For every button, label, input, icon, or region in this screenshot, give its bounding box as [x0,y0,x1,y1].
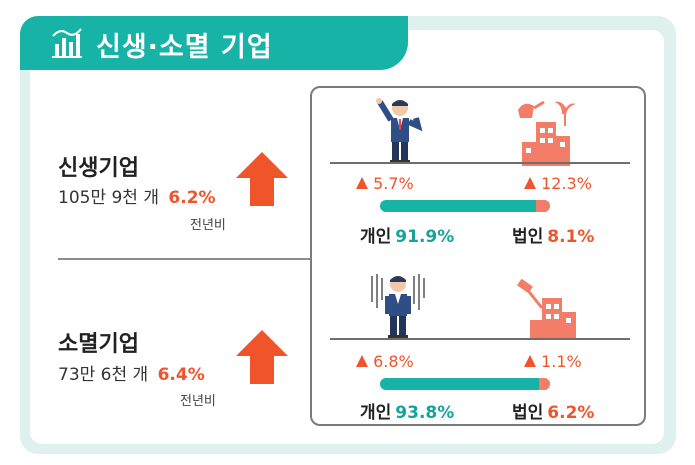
closed-business-count: 73만 6천 개 [58,365,149,385]
corporate-share-segment [536,200,550,212]
header-banner: 신생·소멸 기업 [20,16,408,70]
closed-business-change: 6.4% [157,365,205,385]
up-arrow-icon [236,330,288,384]
individual-share-value: 91.9% [395,227,455,247]
corporate-share-value: 8.1% [547,227,595,247]
page-title: 신생·소멸 기업 [96,32,273,63]
closed-business-title: 소멸기업 [58,332,139,357]
corporate-share-new: 법인 8.1% [512,222,594,247]
closed-business-count-line: 73만 6천 개 6.4% [58,360,205,385]
individual-change-value: 6.8% [373,352,414,371]
small-up-arrow-icon [356,177,368,189]
baseline-bottom [330,338,630,340]
small-up-arrow-icon [524,355,536,367]
individual-share-new: 개인 91.9% [360,222,454,247]
breakdown-panel: 5.7% 12.3% 개인 91.9% 법인 8.1% [310,86,646,426]
corporate-change-value: 12.3% [541,174,592,193]
corporate-change-value: 1.1% [541,352,582,371]
individual-share-closed: 개인 93.8% [360,398,454,423]
baseline-top [330,162,630,164]
hammer-building-icon [516,278,576,340]
closed-business-note: 전년비 [180,394,216,409]
individual-change-value: 5.7% [373,174,414,193]
individual-label: 개인 [360,227,392,247]
individual-label: 개인 [360,403,392,423]
bar-chart-icon [52,28,82,58]
corporate-change-new: 12.3% [524,174,592,193]
corporate-label: 법인 [512,403,544,423]
individual-change-new: 5.7% [356,174,414,193]
new-business-count: 105만 9천 개 [58,188,159,208]
share-bar-new [380,200,550,212]
watering-building-icon [518,100,576,166]
corporate-share-segment [539,378,550,390]
share-bar-closed [380,378,550,390]
new-business-change: 6.2% [168,188,216,208]
new-business-note: 전년비 [190,218,226,233]
corporate-share-value: 6.2% [547,403,595,423]
corporate-change-closed: 1.1% [524,352,582,371]
corporate-share-closed: 법인 6.2% [512,398,594,423]
small-up-arrow-icon [524,177,536,189]
businessman-cheering-icon [376,98,423,164]
new-business-count-line: 105만 9천 개 6.2% [58,183,216,208]
up-arrow-icon [236,152,288,206]
individual-change-closed: 6.8% [356,352,414,371]
new-business-title: 신생기업 [58,156,139,181]
small-up-arrow-icon [356,355,368,367]
individual-share-value: 93.8% [395,403,455,423]
corporate-label: 법인 [512,227,544,247]
businessman-rain-icon [371,274,425,339]
